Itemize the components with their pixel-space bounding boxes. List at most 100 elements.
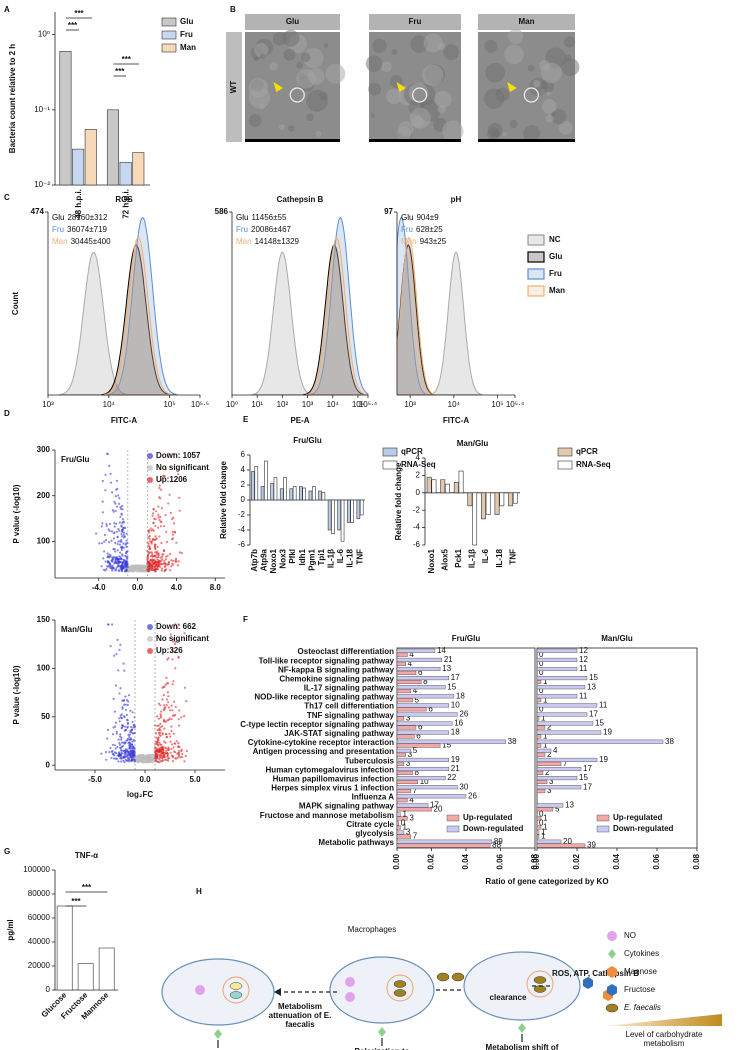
scatter-point [165, 568, 168, 571]
scatter-point [161, 555, 164, 558]
scatter-point [169, 709, 172, 712]
x-tick-label: -4.0 [92, 583, 106, 592]
scatter-point [161, 733, 164, 736]
scatter-point [112, 726, 115, 729]
bar [536, 694, 578, 699]
scatter-point [116, 505, 119, 508]
chart-title: Man/Glu [61, 625, 93, 634]
scatter-point [166, 735, 169, 738]
scatter-point [124, 741, 127, 744]
significance-label: *** [68, 21, 78, 30]
cytokine [214, 1029, 222, 1039]
scatter-point [150, 551, 153, 554]
micrograph-texture [368, 82, 382, 96]
scatter-point [125, 753, 128, 756]
y-tick-label: 4 [416, 453, 421, 462]
x-tick-label: 10⁰ [226, 400, 238, 409]
bar [346, 499, 351, 523]
bar [536, 679, 542, 685]
scale-bar [245, 139, 340, 142]
scatter-point [148, 756, 151, 760]
category-label: 48 h.p.i. [74, 189, 83, 219]
scatter-point [111, 558, 115, 561]
scatter-point [117, 738, 120, 741]
category-label: Toll-like receptor signaling pathway [259, 656, 395, 665]
scatter-point [108, 464, 111, 467]
scatter-point [114, 495, 117, 498]
category-label: TNF signaling pathway [307, 711, 395, 720]
vacuole [412, 87, 428, 103]
scatter-point [174, 640, 177, 644]
scatter-point [165, 747, 168, 750]
y-axis-label: P value (-log10) [12, 665, 21, 724]
scatter-point [109, 472, 112, 475]
bar [453, 482, 459, 494]
category-label: Nox3 [279, 548, 288, 568]
scatter-point [126, 748, 129, 751]
stat-label: Glu 28160±312 [52, 213, 108, 222]
scatter-point [165, 530, 168, 534]
scatter-point [106, 555, 109, 558]
count-label: 4 [408, 659, 413, 668]
scatter-point [146, 755, 149, 758]
count-label: 6 [418, 668, 423, 677]
bar [396, 752, 406, 757]
scatter-point [101, 479, 104, 483]
scatter-point [158, 484, 161, 487]
bar [508, 492, 514, 507]
y-tick-label: 40000 [28, 937, 51, 946]
scatter-point [120, 548, 123, 552]
scatter-point [132, 746, 135, 749]
scatter-point [108, 555, 112, 558]
scatter-point [157, 556, 160, 559]
y-tick-label: 0 [416, 488, 421, 497]
micrograph-texture [260, 53, 266, 60]
legend-swatch [161, 43, 177, 53]
bar [396, 689, 412, 694]
x-tick-label: 10⁴ [448, 400, 461, 409]
scatter-point [131, 569, 134, 572]
y-tick-label: 4 [241, 465, 246, 474]
scatter-point [95, 532, 98, 535]
stat-group: Glu [52, 213, 64, 222]
micrograph-texture [283, 48, 296, 61]
panel-letter: D [4, 409, 10, 418]
scatter-point [122, 531, 126, 534]
stat-group: Fru [401, 225, 413, 234]
y-axis-label: Relative fold change [219, 461, 228, 539]
count-label: 2 [547, 750, 552, 759]
x-tick-label: 0.0 [139, 775, 151, 784]
scatter-point [159, 515, 162, 519]
count-label: 8 [415, 768, 420, 777]
scatter-point [167, 657, 170, 660]
micrograph-texture [371, 113, 376, 118]
bar [536, 766, 582, 772]
bar [396, 798, 408, 803]
category-label: IL-18 [495, 548, 504, 567]
scatter-point [117, 669, 120, 672]
scatter-point [120, 538, 123, 541]
bar [396, 761, 405, 766]
micrograph-texture [564, 36, 576, 48]
count-label: 26 [468, 791, 477, 800]
count-label: 7 [413, 832, 418, 841]
scatter-point [113, 522, 116, 525]
bacterium [393, 980, 407, 988]
scatter-point [150, 753, 153, 757]
bar [279, 488, 284, 501]
bar [396, 707, 427, 712]
bar [536, 776, 578, 781]
scatter-point [170, 729, 173, 733]
bar [254, 465, 259, 501]
scatter-point [113, 500, 116, 503]
bar [283, 477, 287, 501]
y-tick-label: 60000 [28, 913, 51, 922]
scatter-point [117, 565, 120, 568]
scatter-point [119, 557, 122, 560]
micrograph-texture [391, 49, 398, 55]
scatter-point [120, 569, 123, 573]
category-label: Pck1 [454, 548, 463, 567]
scatter-point [108, 553, 111, 556]
stat-label: Man 14148±1329 [236, 237, 300, 246]
bar [337, 499, 342, 531]
